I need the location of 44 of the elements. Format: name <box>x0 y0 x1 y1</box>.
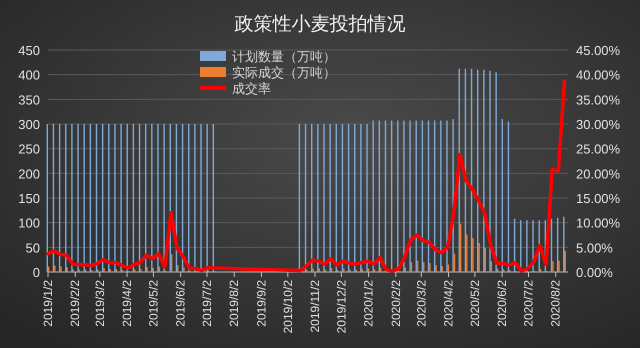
x-tick-label: 2019/6/2 <box>174 280 188 327</box>
x-tick-label: 2020/4/2 <box>442 280 456 327</box>
x-tick-label: 2019/12/2 <box>334 280 348 334</box>
x-tick-label: 2019/9/2 <box>254 280 268 327</box>
y-tick-label: 100 <box>18 216 40 231</box>
y-tick-label: 0 <box>32 265 40 280</box>
y2-tick-label: 0.00% <box>576 265 614 280</box>
x-tick-label: 2019/2/2 <box>68 280 82 327</box>
y-tick-label: 250 <box>18 142 40 157</box>
y2-tick-label: 10.00% <box>576 216 621 231</box>
legend-label: 计划数量（万吨） <box>232 50 336 65</box>
chart-title: 政策性小麦投拍情况 <box>234 13 406 35</box>
y2-tick-label: 35.00% <box>576 92 621 108</box>
y-tick-label: 200 <box>18 166 40 182</box>
x-tick-label: 2019/4/2 <box>120 280 134 327</box>
y2-tick-label: 20.00% <box>576 166 621 182</box>
x-tick-label: 2020/5/2 <box>468 280 482 327</box>
x-tick-label: 2020/6/2 <box>495 280 510 327</box>
y2-tick-label: 15.00% <box>576 191 621 206</box>
x-tick-label: 2020/1/2 <box>362 280 376 327</box>
x-tick-label: 2019/7/2 <box>200 280 214 327</box>
y-tick-label: 50 <box>26 240 40 256</box>
y-tick-label: 150 <box>18 191 40 206</box>
y2-tick-label: 45.00% <box>576 43 621 58</box>
x-tick-label: 2020/7/2 <box>521 280 536 327</box>
x-tick-label: 2019/3/2 <box>92 280 107 327</box>
x-tick-label: 2019/1/2 <box>41 280 55 327</box>
x-tick-label: 2020/2/2 <box>388 280 403 327</box>
x-tick-label: 2019/5/2 <box>146 280 160 327</box>
y2-tick-label: 30.00% <box>576 117 621 132</box>
y-tick-label: 450 <box>18 43 40 58</box>
x-tick-label: 2019/11/2 <box>308 280 322 332</box>
y-tick-label: 300 <box>18 117 40 132</box>
y-tick-label: 400 <box>18 68 40 83</box>
x-tick-label: 2020/3/2 <box>414 280 428 327</box>
x-tick-label: 2019/8/2 <box>227 280 242 327</box>
y2-tick-label: 40.00% <box>576 68 621 83</box>
y2-tick-label: 5.00% <box>576 240 614 256</box>
y2-tick-label: 25.00% <box>576 142 621 157</box>
legend-label: 实际成交（万吨） <box>232 65 336 81</box>
x-tick-label: 2020/8/2 <box>548 280 563 327</box>
y-tick-label: 350 <box>18 92 40 108</box>
legend-label: 成交率 <box>232 81 271 97</box>
x-tick-label: 2019/10/2 <box>280 280 295 334</box>
